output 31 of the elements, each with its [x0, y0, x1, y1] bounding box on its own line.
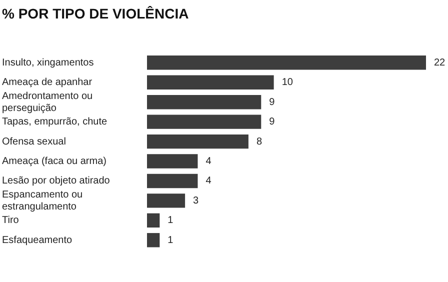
- bar: [147, 174, 198, 188]
- bar: [147, 114, 262, 129]
- data-label: 10: [282, 77, 294, 88]
- data-label: 4: [206, 176, 212, 187]
- y-tick-label: Esfaqueamento: [2, 234, 72, 246]
- bar: [147, 194, 186, 208]
- data-label: 22: [434, 57, 446, 68]
- data-label: 4: [206, 156, 212, 168]
- y-tick-label: Lesão por objeto atirado: [2, 176, 110, 187]
- data-label: 3: [193, 195, 200, 206]
- y-tick-label: Espancamento ou estrangulamento: [2, 189, 83, 212]
- y-tick-label: Ameaça (faca ou arma): [2, 156, 106, 168]
- y-tick-label: Ameaça de apanhar: [2, 77, 93, 88]
- bar: [147, 75, 274, 90]
- bar: [147, 213, 160, 228]
- bar: [147, 95, 262, 110]
- data-label: 8: [256, 136, 262, 148]
- bar: [147, 134, 248, 149]
- bar: [147, 154, 198, 168]
- bar: [147, 56, 426, 70]
- data-label: 1: [168, 215, 174, 226]
- y-tick-label: Ofensa sexual: [2, 136, 66, 148]
- y-tick-label: Tapas, empurrão, chute: [2, 116, 108, 128]
- bar: [147, 233, 160, 248]
- chart-title: % POR TIPO DE VIOLÊNCIA: [2, 5, 189, 22]
- y-tick-label: Tiro: [2, 215, 20, 226]
- y-tick-label: Insulto, xingamentos: [2, 57, 94, 68]
- data-label: 9: [269, 96, 276, 108]
- data-label: 9: [269, 116, 276, 128]
- data-label: 1: [168, 234, 174, 246]
- y-tick-label: Amedrontamento ou perseguição: [2, 90, 93, 114]
